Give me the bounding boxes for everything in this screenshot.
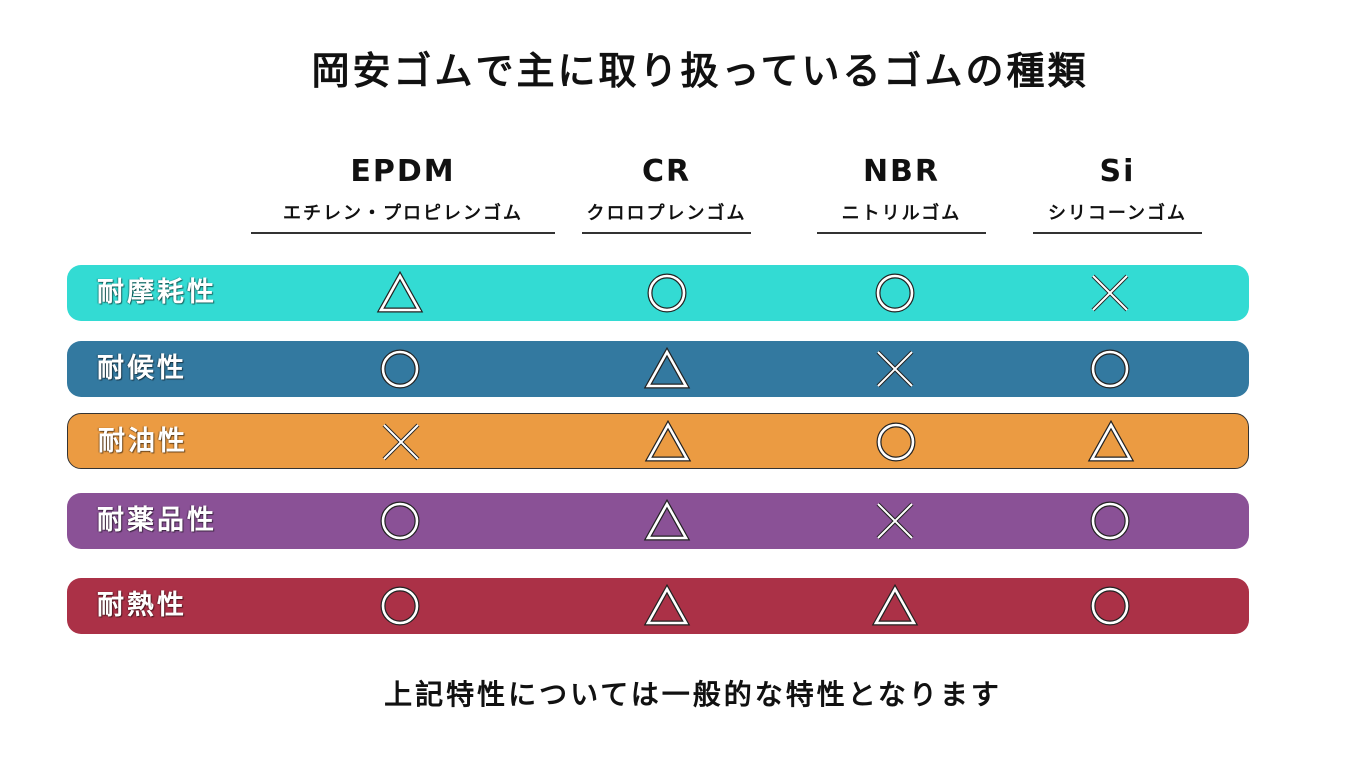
property-row-chemical: 耐薬品性: [67, 493, 1249, 549]
cross-icon: [1088, 273, 1132, 313]
circle-icon: [1088, 501, 1132, 541]
column-code: NBR: [862, 154, 941, 189]
column-underline: [251, 232, 555, 234]
triangle-icon: [643, 583, 691, 626]
property-label: 耐候性: [97, 353, 187, 384]
column-code: EPDM: [350, 154, 456, 189]
footnote: 上記特性については一般的な特性となります: [384, 678, 1002, 711]
circle-icon: [378, 501, 422, 541]
triangle-icon: [376, 270, 424, 313]
cross-icon: [873, 501, 917, 541]
column-code: CR: [641, 154, 692, 189]
property-row-abrasion: 耐摩耗性: [67, 265, 1249, 321]
circle-icon: [874, 422, 918, 462]
property-label: 耐摩耗性: [97, 277, 217, 308]
property-label: 耐薬品性: [97, 505, 217, 536]
column-header-epdm: EPDM エチレン・プロピレンゴム: [251, 152, 555, 234]
column-header-nbr: NBR ニトリルゴム: [817, 152, 986, 234]
property-row-oil: 耐油性: [67, 413, 1249, 469]
triangle-icon: [643, 498, 691, 541]
column-header-cr: CR クロロプレンゴム: [582, 152, 751, 234]
triangle-icon: [1087, 419, 1135, 462]
circle-icon: [1088, 586, 1132, 626]
triangle-icon: [871, 583, 919, 626]
circle-icon: [873, 273, 917, 313]
property-label: 耐熱性: [97, 590, 187, 621]
column-underline: [817, 232, 986, 234]
triangle-icon: [643, 346, 691, 389]
property-label: 耐油性: [98, 426, 188, 457]
column-name: シリコーンゴム: [1047, 203, 1188, 224]
triangle-icon: [644, 419, 692, 462]
cross-icon: [379, 422, 423, 462]
column-name: エチレン・プロピレンゴム: [283, 203, 523, 224]
circle-icon: [378, 586, 422, 626]
column-name: クロロプレンゴム: [586, 203, 747, 224]
column-header-si: Si シリコーンゴム: [1033, 152, 1202, 234]
cross-icon: [873, 349, 917, 389]
circle-icon: [645, 273, 689, 313]
column-underline: [1033, 232, 1202, 234]
column-underline: [582, 232, 751, 234]
column-code: Si: [1099, 154, 1136, 189]
property-row-weather: 耐候性: [67, 341, 1249, 397]
circle-icon: [378, 349, 422, 389]
circle-icon: [1088, 349, 1132, 389]
column-name: ニトリルゴム: [841, 203, 962, 224]
page-title: 岡安ゴムで主に取り扱っているゴムの種類: [311, 49, 1089, 93]
property-row-heat: 耐熱性: [67, 578, 1249, 634]
